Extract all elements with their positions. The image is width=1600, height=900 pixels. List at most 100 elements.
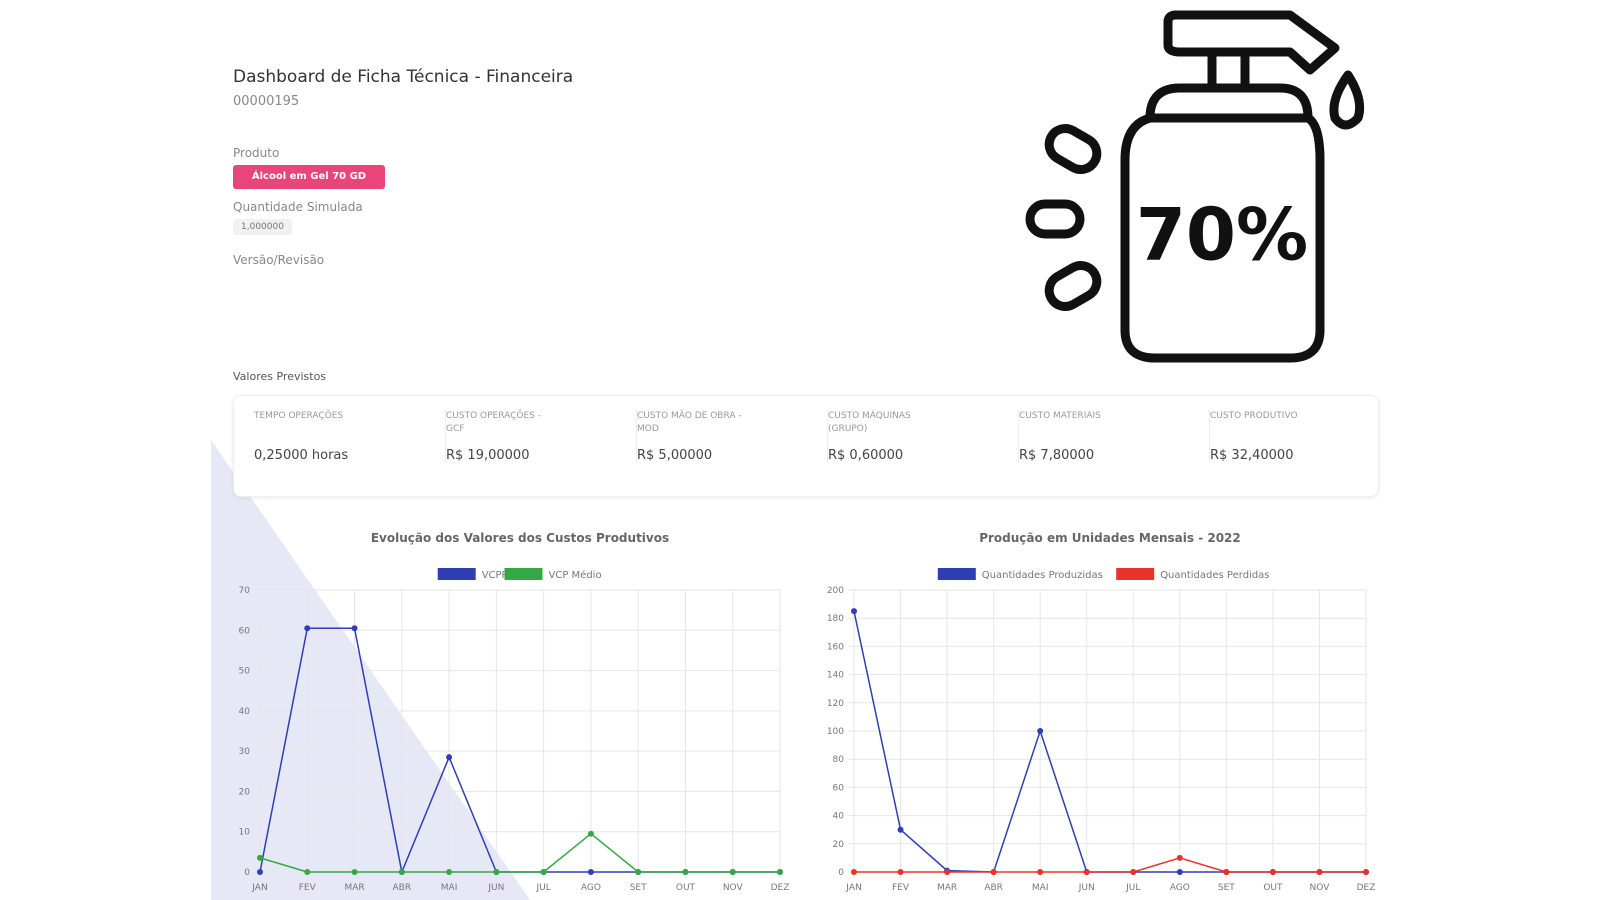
point xyxy=(1269,869,1276,875)
point xyxy=(1316,869,1323,875)
page-title: Dashboard de Ficha Técnica - Financeira xyxy=(233,67,574,87)
point xyxy=(851,869,857,875)
summary-card: CUSTO MÁQUINAS (GRUPO) R$ 0,60000 xyxy=(827,410,1018,463)
y-tick-label: 140 xyxy=(827,671,844,681)
x-tick-label: JUN xyxy=(1078,883,1095,893)
series-line xyxy=(854,857,1366,873)
card-value: 0,25000 horas xyxy=(254,448,349,463)
y-tick-label: 0 xyxy=(244,868,250,878)
x-tick-label: JUL xyxy=(1125,883,1140,893)
x-tick-label: JAN xyxy=(845,883,861,893)
x-tick-label: FEV xyxy=(892,883,910,893)
x-tick-label: DEZ xyxy=(1357,883,1376,893)
legend-label: Quantidades Produzidas xyxy=(982,570,1103,581)
x-tick-label: FEV xyxy=(299,883,317,893)
y-tick-label: 70 xyxy=(239,586,251,596)
y-tick-label: 180 xyxy=(827,614,844,624)
point xyxy=(398,869,405,875)
y-tick-label: 60 xyxy=(239,626,251,636)
code: 00000195 xyxy=(233,94,300,109)
bottle-icon xyxy=(1025,10,1365,363)
x-tick-label: MAR xyxy=(344,883,364,893)
x-tick-label: MAI xyxy=(1032,883,1049,893)
summary-card: CUSTO MÃO DE OBRA - MOD R$ 5,00000 xyxy=(636,410,827,463)
point xyxy=(304,625,311,632)
legend-label: Quantidades Perdidas xyxy=(1160,570,1269,581)
x-tick-label: MAI xyxy=(441,883,458,893)
icon-label: 70% xyxy=(1136,193,1308,277)
x-tick-label: JAN xyxy=(251,883,267,893)
point xyxy=(493,869,500,875)
legend-swatch xyxy=(937,568,976,580)
y-tick-label: 10 xyxy=(239,828,251,838)
y-tick-label: 60 xyxy=(833,783,845,793)
point xyxy=(587,869,594,875)
y-tick-label: 40 xyxy=(833,812,845,822)
series-line xyxy=(853,610,1366,873)
x-tick-label: SET xyxy=(630,883,647,893)
y-tick-label: 160 xyxy=(827,642,844,652)
field-label: Versão/Revisão xyxy=(233,253,325,267)
card-label: CUSTO OPERAÇÕES - GCF xyxy=(446,411,541,434)
y-tick-label: 20 xyxy=(239,787,251,797)
field-label: Produto xyxy=(233,146,280,160)
point xyxy=(635,869,642,875)
point xyxy=(446,754,453,761)
point xyxy=(540,869,547,875)
card-value: R$ 7,80000 xyxy=(1019,448,1095,463)
charts: Evolução dos Valores dos Custos Produtiv… xyxy=(239,531,1376,893)
legend-swatch xyxy=(504,568,543,580)
x-tick-label: AGO xyxy=(581,883,601,893)
point xyxy=(446,869,453,875)
y-tick-label: 120 xyxy=(827,699,844,709)
card-value: R$ 5,00000 xyxy=(637,448,713,463)
point xyxy=(729,869,736,875)
point xyxy=(304,869,311,875)
point xyxy=(1037,869,1044,875)
point xyxy=(1083,869,1090,875)
x-tick-label: JUN xyxy=(487,883,504,893)
point xyxy=(682,869,689,875)
point xyxy=(1176,869,1183,875)
product-badge[interactable]: Álcool em Gel 70 GD xyxy=(233,165,385,189)
summary-card: CUSTO OPERAÇÕES - GCF R$ 19,00000 xyxy=(445,410,636,463)
legend-label: VCPP xyxy=(482,570,508,581)
section-title: Valores Previstos xyxy=(233,370,327,383)
point xyxy=(257,869,263,875)
point xyxy=(990,869,997,875)
point xyxy=(1176,854,1183,861)
point xyxy=(257,854,263,861)
x-tick-label: NOV xyxy=(723,883,744,893)
card-value: R$ 19,00000 xyxy=(446,448,530,463)
y-tick-label: 100 xyxy=(827,727,844,737)
summary-card: CUSTO PRODUTIVO R$ 32,40000 xyxy=(1209,410,1400,463)
point xyxy=(1130,869,1137,875)
point xyxy=(851,608,857,615)
x-tick-label: SET xyxy=(1218,883,1235,893)
summary-box: TEMPO OPERAÇÕES 0,25000 horas CUSTO OPERAÇ… xyxy=(233,395,1379,497)
x-tick-label: JUL xyxy=(536,883,551,893)
y-tick-label: 0 xyxy=(838,868,844,878)
card-label: TEMPO OPERAÇÕES xyxy=(254,411,344,421)
summary-card: CUSTO MATERIAIS R$ 7,80000 xyxy=(1018,410,1209,463)
x-tick-label: AGO xyxy=(1170,883,1190,893)
x-tick-label: ABR xyxy=(984,883,1003,893)
y-tick-label: 40 xyxy=(239,707,251,717)
x-tick-label: OUT xyxy=(1263,883,1283,893)
y-tick-label: 80 xyxy=(833,755,845,765)
card-value: R$ 32,40000 xyxy=(1210,448,1294,463)
y-tick-label: 50 xyxy=(239,667,251,677)
x-tick-label: DEZ xyxy=(771,883,790,893)
x-tick-label: OUT xyxy=(676,883,696,893)
decoration xyxy=(211,440,530,900)
legend-swatch xyxy=(437,568,476,580)
chart-title: Produção em Unidades Mensais - 2022 xyxy=(979,531,1241,545)
legend-swatch xyxy=(1116,568,1155,580)
point xyxy=(351,625,358,632)
card-label: CUSTO PRODUTIVO xyxy=(1210,411,1298,421)
legend-label: VCP Médio xyxy=(549,569,602,581)
point xyxy=(897,869,904,875)
x-tick-label: MAR xyxy=(937,883,957,893)
card-label: CUSTO MATERIAIS xyxy=(1019,411,1101,421)
